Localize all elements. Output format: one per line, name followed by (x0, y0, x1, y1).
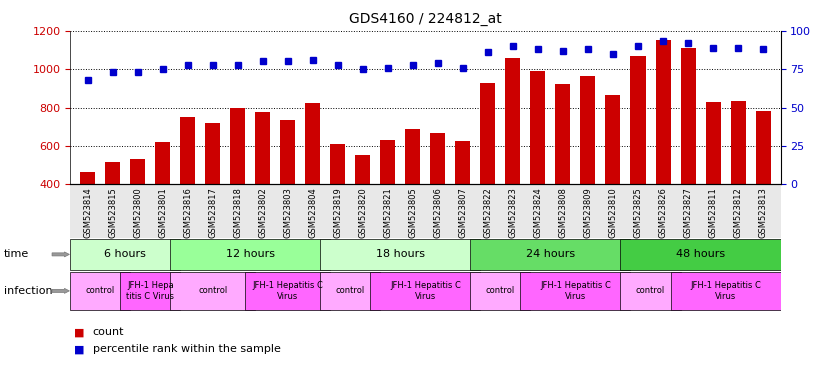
Bar (80, 172, 95, 261)
FancyBboxPatch shape (471, 239, 630, 270)
FancyBboxPatch shape (245, 271, 330, 310)
Bar (581, 76, 596, 261)
Bar (155, 142, 170, 261)
FancyBboxPatch shape (320, 239, 481, 270)
Text: 18 hours: 18 hours (376, 249, 425, 260)
Text: 24 hours: 24 hours (526, 249, 575, 260)
Text: JFH-1 Hepatitis C
Virus: JFH-1 Hepatitis C Virus (540, 281, 611, 301)
Text: JFH-1 Hepatitis C
Virus: JFH-1 Hepatitis C Virus (390, 281, 461, 301)
Bar (506, 58, 520, 261)
Text: control: control (335, 286, 365, 295)
Bar (605, 95, 620, 261)
Bar (756, 111, 771, 261)
Bar (280, 120, 296, 261)
Bar (530, 71, 545, 261)
Text: infection: infection (4, 286, 53, 296)
FancyBboxPatch shape (671, 271, 781, 310)
FancyBboxPatch shape (70, 239, 180, 270)
FancyBboxPatch shape (520, 271, 630, 310)
Text: 12 hours: 12 hours (225, 249, 275, 260)
Text: control: control (636, 286, 665, 295)
Bar (355, 155, 370, 261)
Bar (230, 108, 245, 261)
Text: GDS4160 / 224812_at: GDS4160 / 224812_at (349, 12, 501, 25)
FancyBboxPatch shape (70, 271, 131, 310)
Text: 6 hours: 6 hours (104, 249, 146, 260)
Text: control: control (198, 286, 227, 295)
FancyBboxPatch shape (620, 271, 681, 310)
FancyBboxPatch shape (620, 239, 781, 270)
Bar (330, 144, 345, 261)
FancyBboxPatch shape (471, 271, 530, 310)
FancyBboxPatch shape (320, 271, 380, 310)
Bar (406, 129, 420, 261)
Bar (131, 159, 145, 261)
Text: control: control (86, 286, 115, 295)
Bar (681, 48, 695, 261)
Bar (455, 141, 471, 261)
Text: JFH-1 Hepa
titis C Virus: JFH-1 Hepa titis C Virus (126, 281, 174, 301)
Text: control: control (486, 286, 515, 295)
FancyBboxPatch shape (170, 271, 255, 310)
FancyBboxPatch shape (370, 271, 481, 310)
Text: count: count (93, 327, 124, 337)
FancyBboxPatch shape (170, 239, 330, 270)
Bar (105, 162, 121, 261)
Bar (705, 102, 720, 261)
Text: JFH-1 Hepatitis C
Virus: JFH-1 Hepatitis C Virus (253, 281, 323, 301)
Text: 48 hours: 48 hours (676, 249, 725, 260)
Bar (730, 101, 746, 261)
Bar (306, 103, 320, 261)
Bar (380, 140, 396, 261)
Text: ■: ■ (74, 327, 88, 337)
Bar (430, 134, 445, 261)
Text: time: time (4, 249, 30, 260)
Bar (656, 40, 671, 261)
Text: ■: ■ (74, 344, 88, 354)
Bar (555, 84, 571, 261)
Text: JFH-1 Hepatitis C
Virus: JFH-1 Hepatitis C Virus (690, 281, 761, 301)
Bar (481, 83, 496, 261)
Bar (255, 112, 270, 261)
Text: percentile rank within the sample: percentile rank within the sample (93, 344, 280, 354)
Bar (630, 56, 645, 261)
FancyBboxPatch shape (121, 271, 180, 310)
Bar (206, 123, 221, 261)
Bar (180, 117, 195, 261)
